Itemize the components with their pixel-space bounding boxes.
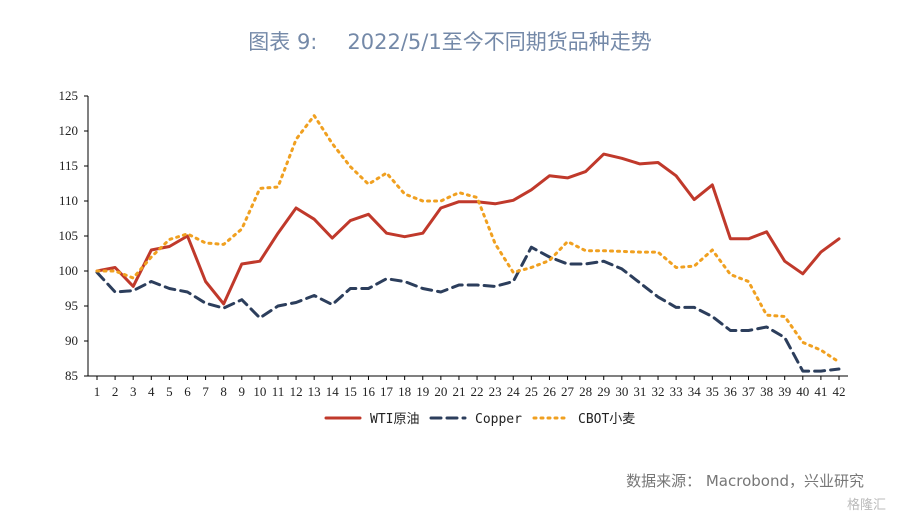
legend-label-3: CBOT小麦 [578, 412, 635, 427]
x-tick-label: 24 [507, 384, 521, 399]
x-tick-label: 21 [452, 384, 465, 399]
x-tick-label: 37 [742, 384, 756, 399]
y-tick-label: 105 [59, 228, 79, 243]
x-tick-label: 39 [778, 384, 791, 399]
x-tick-label: 41 [814, 384, 827, 399]
x-tick-label: 36 [724, 384, 738, 399]
y-tick-label: 110 [59, 193, 78, 208]
x-tick-label: 30 [615, 384, 628, 399]
x-tick-label: 33 [670, 384, 683, 399]
x-tick-label: 31 [633, 384, 646, 399]
x-tick-label: 2 [112, 384, 119, 399]
legend-label-2: Copper [475, 412, 522, 427]
x-tick-label: 40 [796, 384, 809, 399]
x-tick-label: 18 [398, 384, 411, 399]
y-tick-label: 100 [59, 263, 79, 278]
x-tick-label: 12 [290, 384, 303, 399]
legend-label-1: WTI原油 [370, 412, 419, 427]
y-tick-label: 120 [59, 123, 79, 138]
x-tick-label: 35 [706, 384, 719, 399]
x-tick-label: 7 [202, 384, 209, 399]
x-tick-label: 10 [253, 384, 266, 399]
x-tick-label: 15 [344, 384, 357, 399]
x-tick-label: 32 [652, 384, 665, 399]
chart-title-text: 2022/5/1至今不同期货品种走势 [347, 30, 652, 54]
y-tick-label: 85 [65, 368, 78, 383]
x-tick-label: 29 [597, 384, 610, 399]
x-tick-label: 3 [130, 384, 137, 399]
x-tick-label: 34 [688, 384, 702, 399]
x-tick-label: 6 [184, 384, 191, 399]
x-tick-label: 23 [489, 384, 502, 399]
x-tick-label: 22 [471, 384, 484, 399]
y-tick-label: 95 [65, 298, 78, 313]
x-tick-label: 27 [561, 384, 575, 399]
x-tick-label: 20 [434, 384, 447, 399]
x-tick-label: 1 [94, 384, 101, 399]
x-tick-label: 8 [220, 384, 227, 399]
series-line-2 [95, 245, 841, 373]
x-tick-label: 11 [272, 384, 285, 399]
x-tick-label: 9 [239, 384, 246, 399]
x-tick-label: 4 [148, 384, 155, 399]
x-tick-label: 16 [362, 384, 376, 399]
x-tick-label: 25 [525, 384, 538, 399]
x-tick-label: 14 [326, 384, 340, 399]
x-tick-label: 17 [380, 384, 394, 399]
x-tick-label: 38 [760, 384, 773, 399]
x-tick-label: 28 [579, 384, 592, 399]
x-tick-label: 42 [833, 384, 846, 399]
x-tick-label: 5 [166, 384, 173, 399]
watermark: 格隆汇 [846, 498, 886, 513]
y-tick-label: 115 [59, 158, 78, 173]
y-tick-label: 90 [65, 333, 78, 348]
x-tick-label: 13 [308, 384, 321, 399]
chart-title-prefix: 图表 9: [248, 30, 318, 54]
series-line-1 [95, 152, 841, 306]
x-tick-label: 26 [543, 384, 557, 399]
series-line-3 [95, 114, 841, 364]
y-tick-label: 125 [59, 88, 79, 103]
x-tick-label: 19 [416, 384, 429, 399]
chart-title: 图表 9: 2022/5/1至今不同期货品种走势 [0, 26, 900, 56]
source-note: 数据来源： Macrobond，兴业研究 [626, 472, 864, 490]
